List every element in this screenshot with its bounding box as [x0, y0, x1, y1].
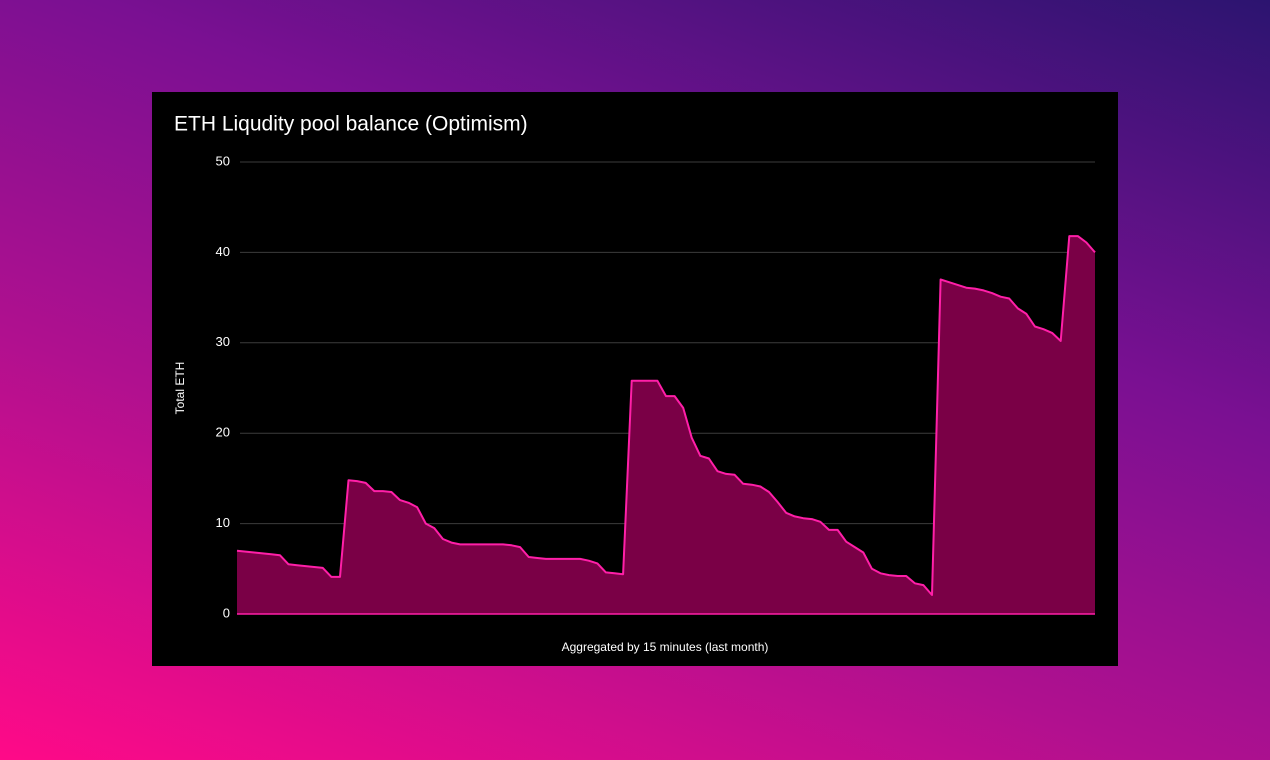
- y-axis-label: Total ETH: [173, 362, 187, 415]
- chart: ETH Liqudity pool balance (Optimism) Tot…: [152, 92, 1118, 666]
- y-tick-label: 40: [216, 244, 230, 259]
- y-tick-label: 10: [216, 515, 230, 530]
- area-fill: [237, 236, 1095, 614]
- chart-title: ETH Liqudity pool balance (Optimism): [174, 113, 528, 136]
- x-axis-label: Aggregated by 15 minutes (last month): [562, 640, 769, 654]
- y-tick-label: 50: [216, 153, 230, 168]
- area-line: [236, 235, 1096, 596]
- y-tick-label: 0: [223, 605, 230, 620]
- y-tick-label: 30: [216, 334, 230, 349]
- y-tick-label: 20: [216, 425, 230, 440]
